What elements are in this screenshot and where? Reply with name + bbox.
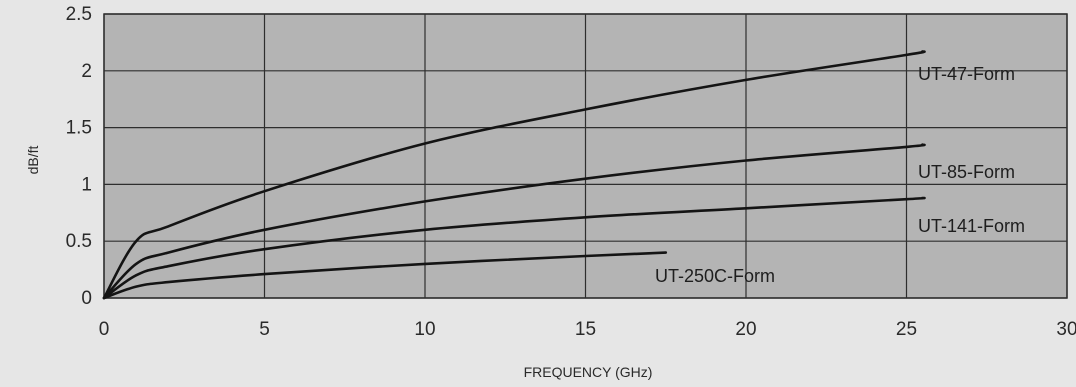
series-label-ut-85-form: UT-85-Form (918, 162, 1015, 182)
y-axis-title: dB/ft (25, 145, 41, 174)
x-tick-label-0: 0 (99, 319, 110, 340)
series-label-ut-250c-form: UT-250C-Form (655, 266, 775, 286)
series-line-ut-250c-form (102, 251, 668, 300)
x-tick-label-30: 30 (1056, 319, 1076, 340)
series-lines (102, 50, 926, 300)
x-axis-title: FREQUENCY (GHz) (524, 364, 653, 380)
x-tick-label-15: 15 (575, 319, 596, 340)
x-tick-label-20: 20 (735, 319, 756, 340)
y-tick-label-1-5: 1.5 (66, 118, 92, 139)
x-tick-label-10: 10 (414, 319, 435, 340)
series-line-ut-85-form (102, 143, 926, 300)
y-tick-label-0: 0 (81, 288, 92, 309)
series-labels: UT-47-Form UT-85-Form UT-141-Form UT-250C-F… (655, 64, 1025, 286)
x-tick-labels: 0 5 10 15 20 25 30 (99, 319, 1076, 340)
grid-lines (103, 13, 1068, 299)
y-tick-label-2-5: 2.5 (66, 4, 92, 25)
x-tick-label-5: 5 (259, 319, 270, 340)
series-line-ut-141-form (102, 196, 926, 300)
series-label-ut-47-form: UT-47-Form (918, 64, 1015, 84)
y-tick-label-0-5: 0.5 (66, 231, 92, 252)
x-tick-label-25: 25 (896, 319, 917, 340)
series-label-ut-141-form: UT-141-Form (918, 216, 1025, 236)
series-line-ut-47-form (102, 50, 926, 300)
y-tick-label-2: 2 (81, 61, 92, 82)
y-tick-label-1: 1 (81, 174, 92, 195)
y-tick-labels: 0 0.5 1 1.5 2 2.5 (66, 4, 92, 309)
